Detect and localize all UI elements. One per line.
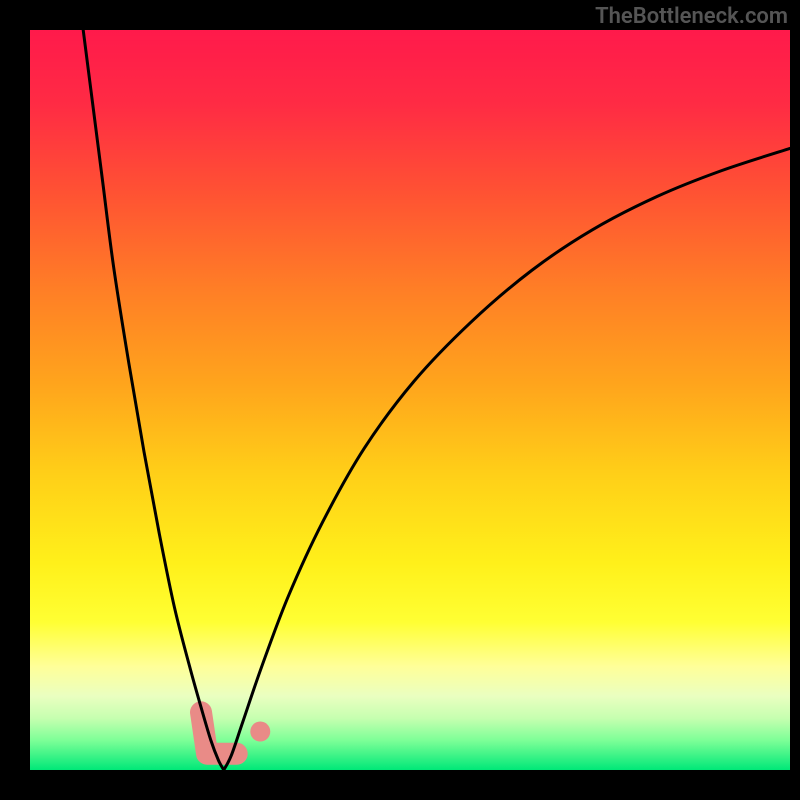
curves-svg (30, 30, 790, 770)
curve-left-branch (83, 30, 224, 770)
curve-right-branch (224, 148, 790, 770)
marker-dot (250, 722, 270, 742)
plot-area (30, 30, 790, 770)
marker-L (201, 712, 237, 753)
watermark-text: TheBottleneck.com (595, 4, 788, 29)
